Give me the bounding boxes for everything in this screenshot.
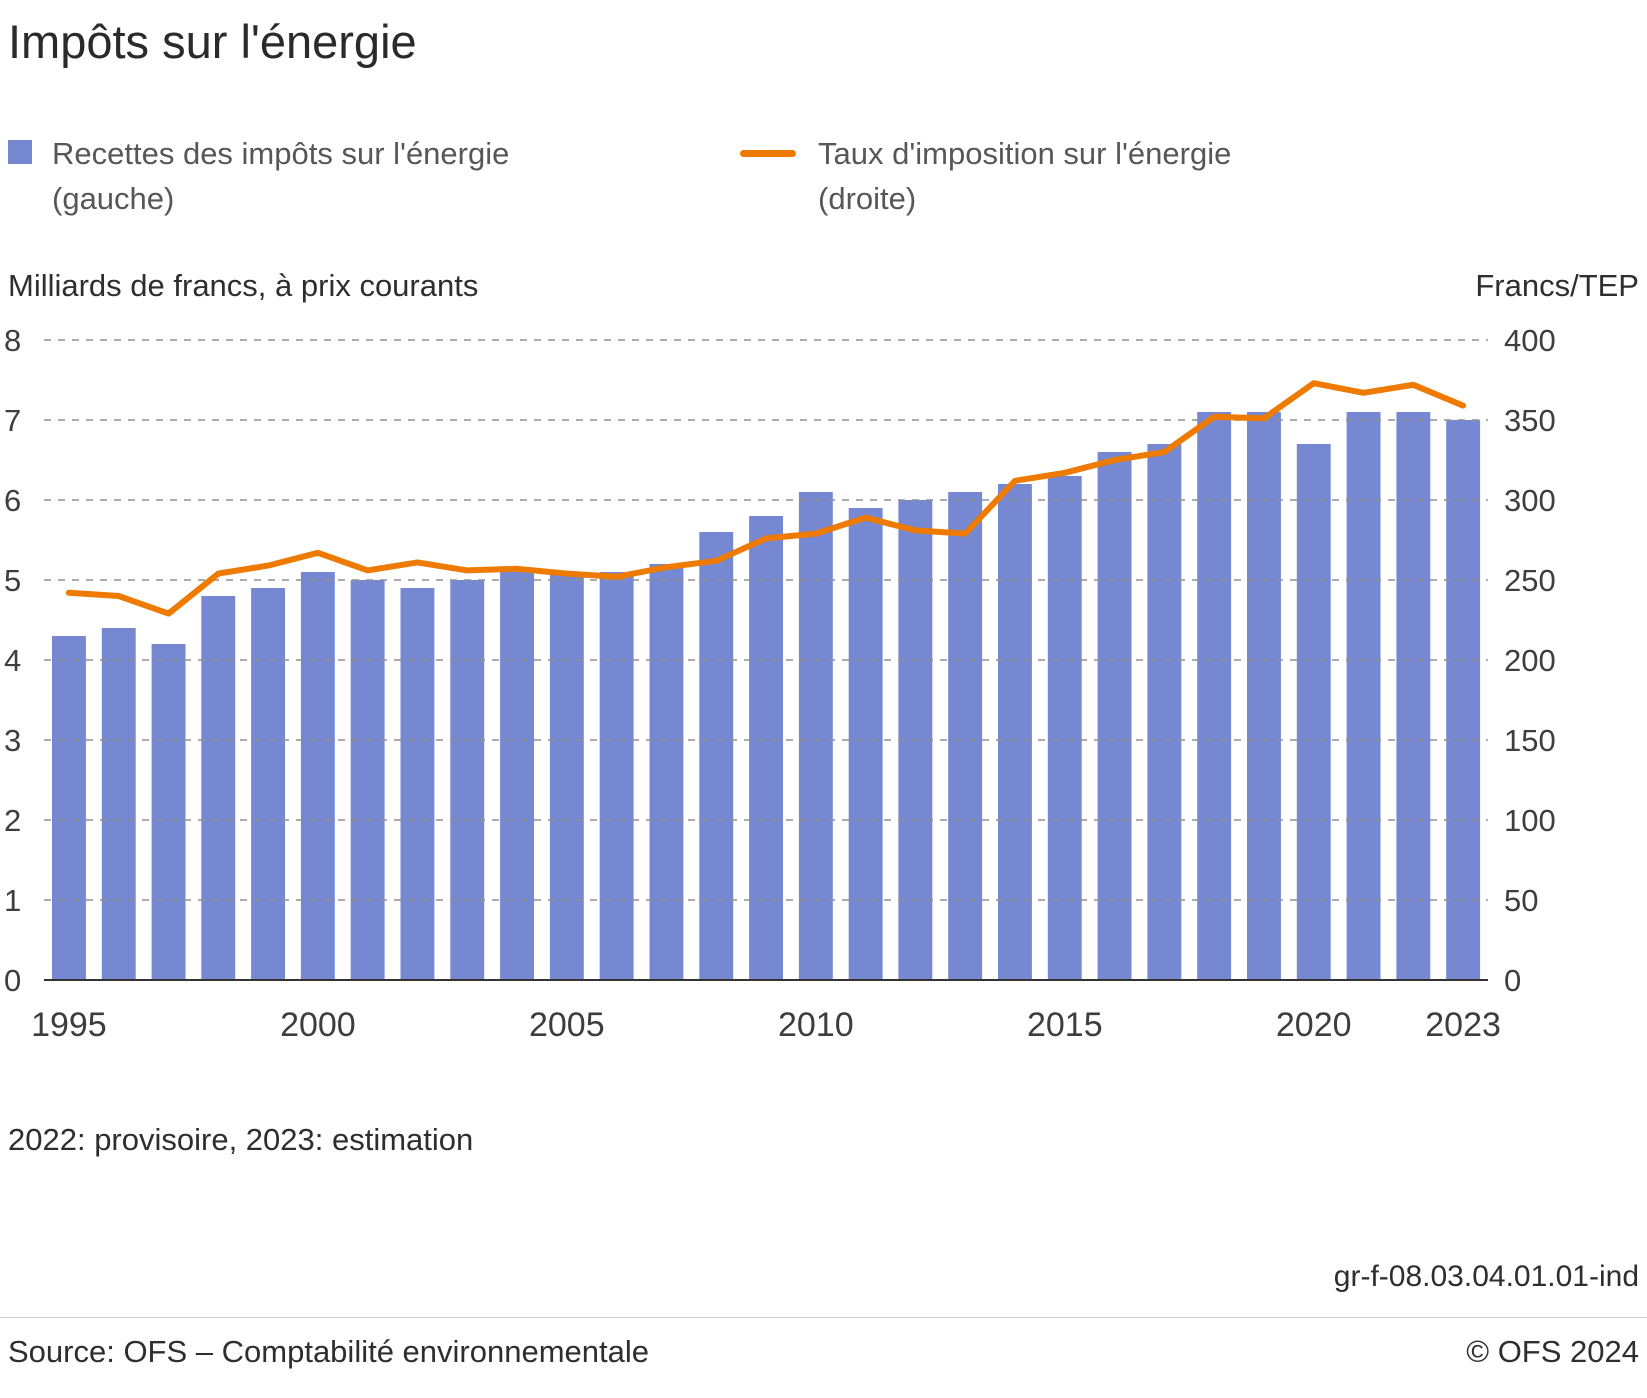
left-tick-6: 6 — [4, 483, 21, 518]
footnote: 2022: provisoire, 2023: estimation — [8, 1121, 474, 1157]
copyright-note: © OFS 2024 — [1466, 1334, 1639, 1369]
bar-2007 — [649, 563, 684, 980]
right-tick-250: 250 — [1504, 563, 1556, 598]
bar-1999 — [251, 587, 285, 980]
source-note: Source: OFS – Comptabilité environnement… — [8, 1334, 649, 1369]
chart-id: gr-f-08.03.04.01.01-ind — [1333, 1260, 1639, 1293]
x-tick-2020: 2020 — [1276, 1006, 1352, 1044]
bar-2021 — [1346, 411, 1381, 980]
left-tick-5: 5 — [4, 563, 21, 598]
left-tick-1: 1 — [4, 883, 21, 918]
bar-2018 — [1197, 411, 1232, 980]
bar-series-swatch-icon — [8, 139, 32, 164]
legend-label-revenue: Recettes des impôts sur l'énergie (gauch… — [52, 132, 509, 222]
bar-2014 — [998, 483, 1032, 980]
legend-label-tax-rate-line2: (droite) — [818, 180, 917, 216]
bar-2013 — [948, 491, 983, 980]
x-tick-2005: 2005 — [529, 1006, 605, 1044]
bar-2008 — [699, 531, 734, 980]
right-tick-150: 150 — [1504, 723, 1556, 758]
left-tick-0: 0 — [4, 963, 21, 998]
bar-2009 — [749, 515, 783, 980]
bar-2001 — [350, 579, 385, 980]
right-tick-400: 400 — [1504, 323, 1556, 358]
legend-label-revenue-line2: (gauche) — [52, 180, 175, 216]
combo-chart-svg: 0 1 2 3 4 5 6 7 8 0 50 100 150 200 250 300 350 400 1995 200… — [4, 323, 1556, 1044]
bar-2023 — [1446, 419, 1481, 980]
bar-2005 — [549, 571, 584, 980]
axis-titles-row: Milliards de francs, à prix courants Fra… — [8, 268, 1639, 304]
x-tick-2010: 2010 — [778, 1006, 854, 1044]
bar-2002 — [400, 587, 435, 980]
bar-2006 — [599, 571, 634, 980]
legend-label-tax-rate-line1: Taux d'imposition sur l'énergie — [818, 135, 1232, 171]
bar-2004 — [500, 571, 534, 980]
left-tick-7: 7 — [4, 403, 21, 438]
left-axis-title: Milliards de francs, à prix courants — [8, 267, 479, 303]
chart-area: 0 1 2 3 4 5 6 7 8 0 50 100 150 200 250 300 350 400 1995 200… — [0, 318, 1647, 1058]
legend-item-revenue: Recettes des impôts sur l'énergie (gauch… — [8, 132, 740, 222]
right-tick-100: 100 — [1504, 803, 1556, 838]
left-tick-3: 3 — [4, 723, 21, 758]
left-tick-4: 4 — [4, 643, 21, 678]
right-tick-300: 300 — [1504, 483, 1556, 518]
bar-2022 — [1396, 411, 1431, 980]
bar-2016 — [1097, 451, 1132, 980]
legend-label-tax-rate: Taux d'imposition sur l'énergie (droite) — [818, 132, 1231, 222]
bar-2017 — [1147, 443, 1182, 980]
x-tick-2000: 2000 — [280, 1006, 356, 1044]
right-tick-350: 350 — [1504, 403, 1556, 438]
right-tick-200: 200 — [1504, 643, 1556, 678]
legend: Recettes des impôts sur l'énergie (gauch… — [8, 132, 1639, 222]
bar-2020 — [1296, 443, 1331, 980]
x-tick-1995: 1995 — [31, 1006, 107, 1044]
page-title: Impôts sur l'énergie — [8, 15, 417, 68]
bar-1996 — [101, 627, 136, 980]
tax-rate-line — [65, 379, 1467, 617]
bar-2015 — [1047, 475, 1082, 980]
right-axis-title: Francs/TEP — [1475, 267, 1639, 303]
footer: Source: OFS – Comptabilité environnement… — [0, 1317, 1647, 1370]
right-tick-0: 0 — [1504, 963, 1521, 998]
legend-label-revenue-line1: Recettes des impôts sur l'énergie — [52, 135, 510, 171]
bar-1998 — [201, 595, 236, 980]
bar-2000 — [300, 571, 335, 980]
left-tick-2: 2 — [4, 803, 21, 838]
bar-2011 — [848, 507, 883, 980]
x-tick-2015: 2015 — [1027, 1006, 1103, 1044]
right-tick-50: 50 — [1504, 883, 1538, 918]
x-tick-2023: 2023 — [1425, 1006, 1501, 1044]
bar-2010 — [798, 491, 833, 980]
line-series-marker-icon — [740, 149, 796, 157]
legend-item-tax-rate: Taux d'imposition sur l'énergie (droite) — [740, 132, 1231, 222]
bar-1997 — [151, 643, 186, 980]
bar-1995 — [52, 635, 86, 980]
left-tick-8: 8 — [4, 323, 21, 358]
bar-2019 — [1247, 411, 1281, 980]
bar-2003 — [450, 579, 485, 980]
